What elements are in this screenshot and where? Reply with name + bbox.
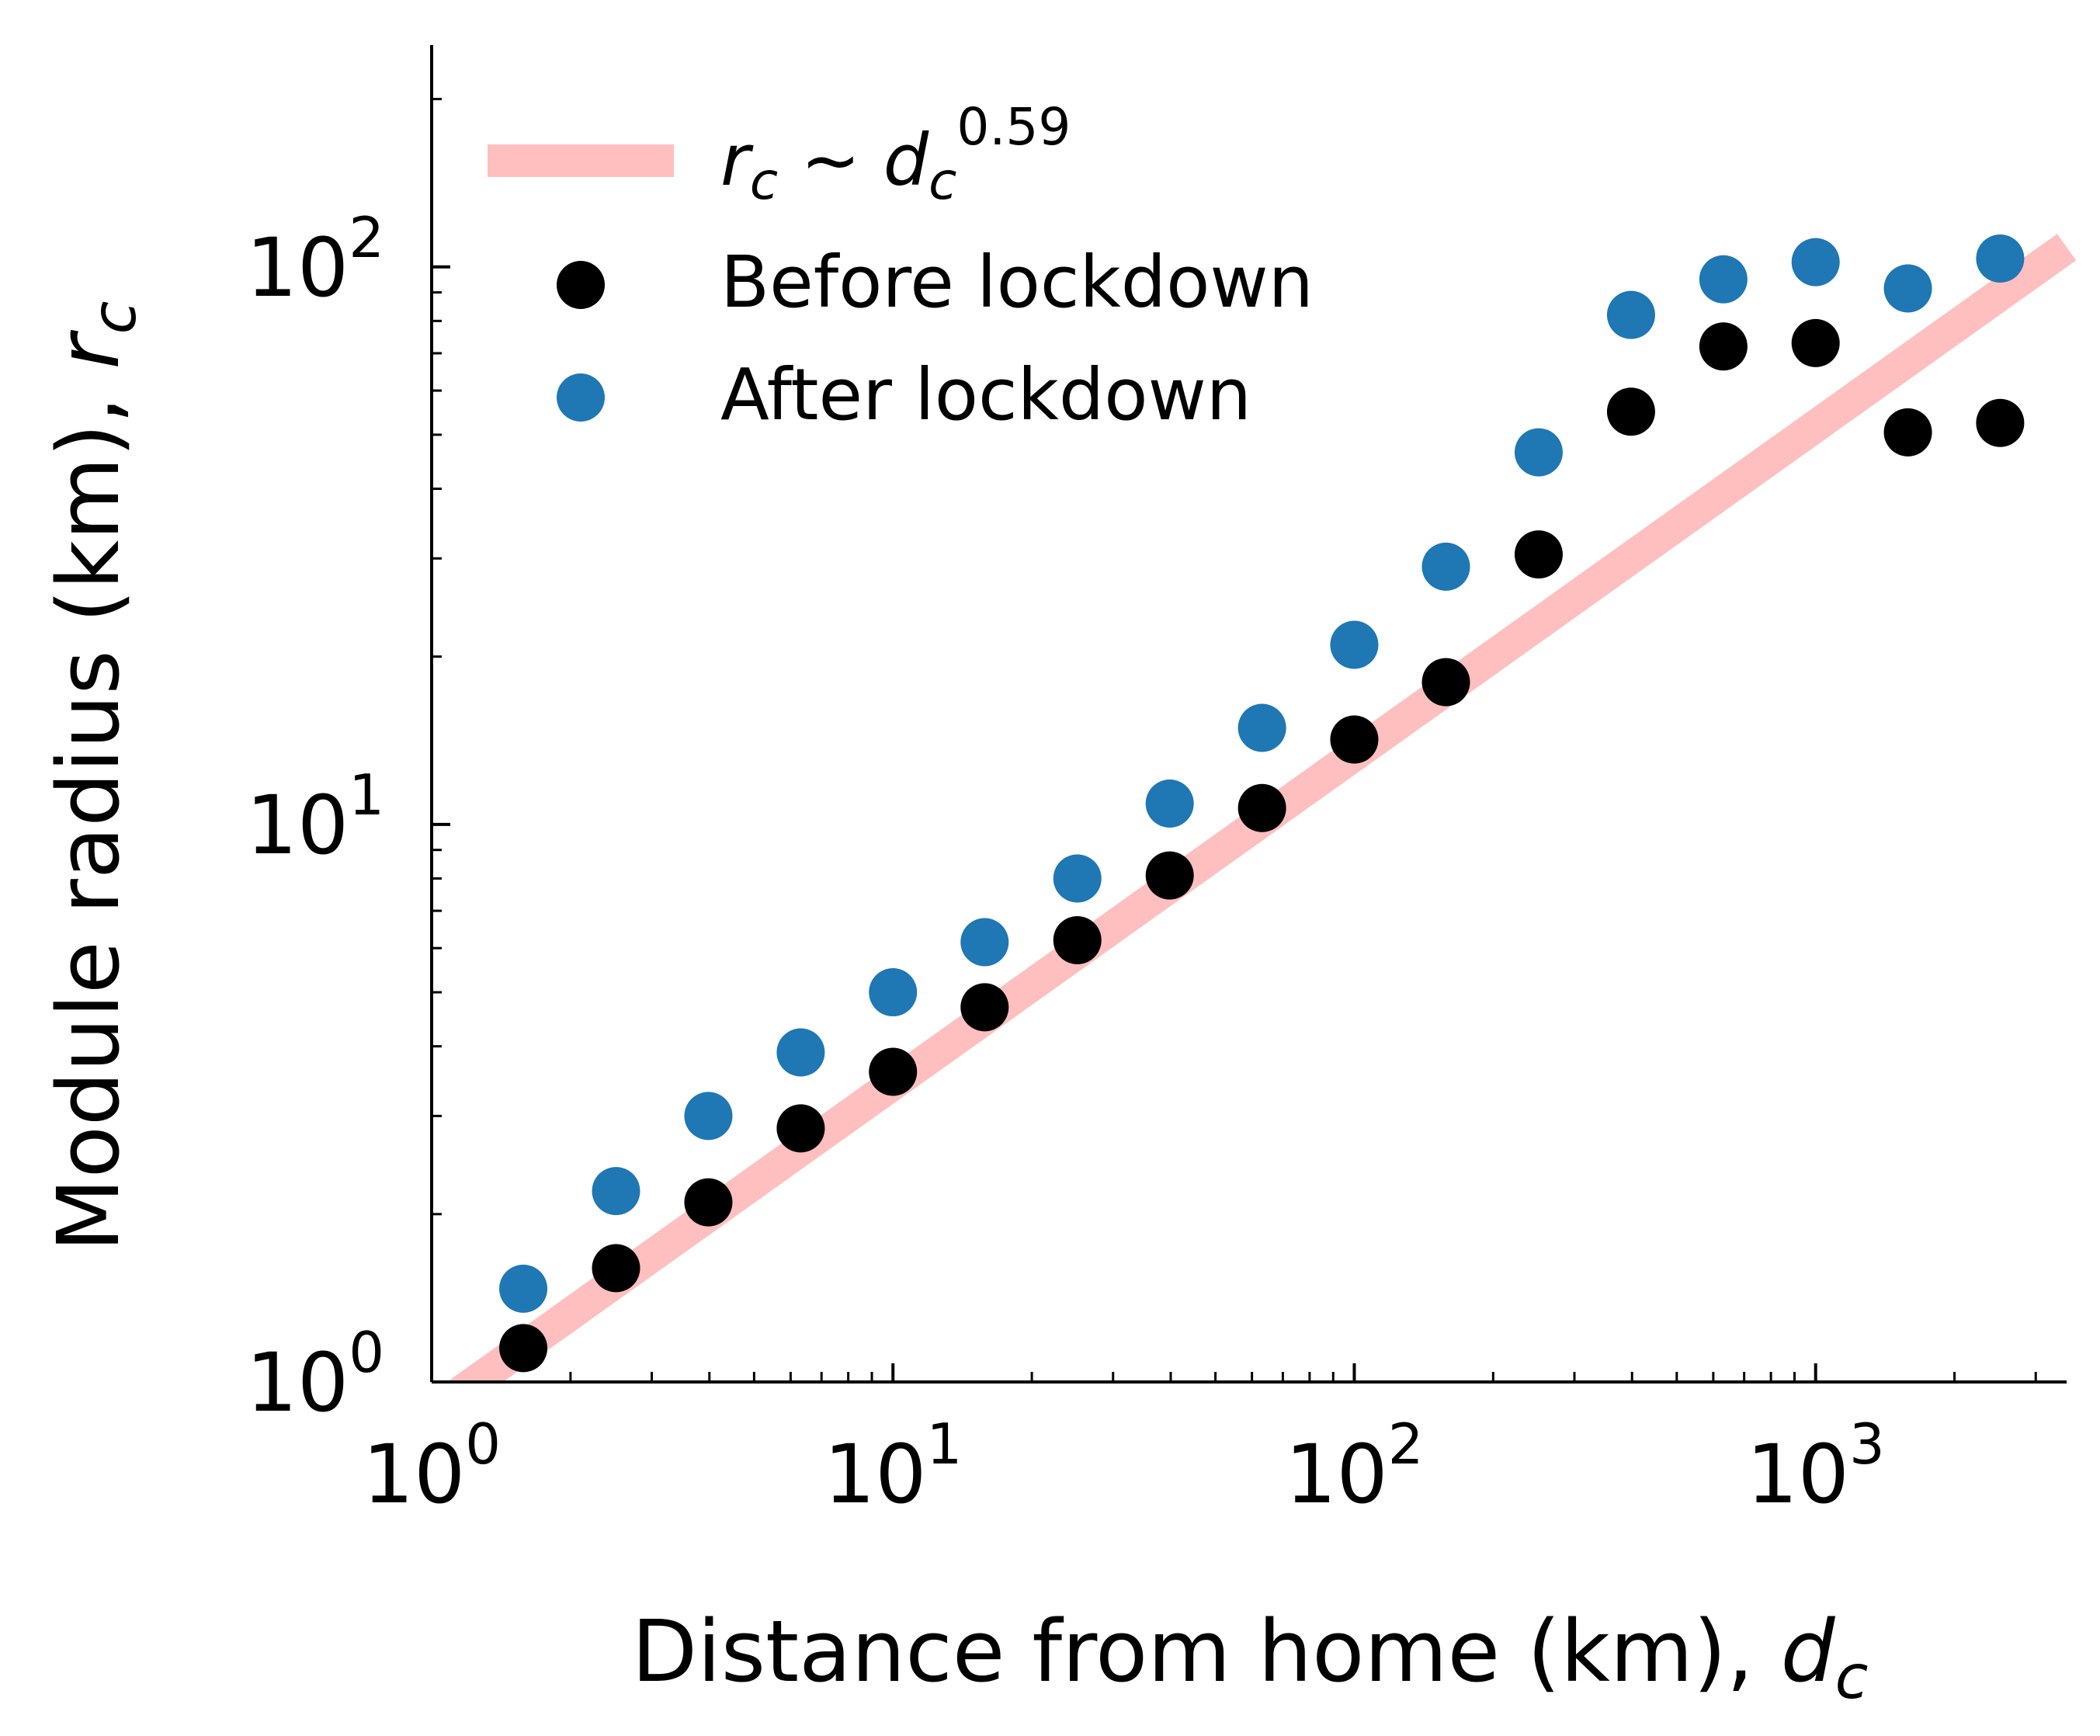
y-axis-label: Module radius (km), rc	[39, 301, 150, 1252]
scatter-points-layer	[499, 234, 2025, 1373]
y-tick-label-exponent: 2	[349, 205, 384, 270]
y-tick-label-base: 10	[246, 220, 349, 315]
data-point	[1791, 238, 1840, 286]
data-point	[1237, 703, 1286, 752]
data-point	[1883, 408, 1932, 457]
data-point	[1606, 290, 1655, 339]
x-tick-label-base: 10	[363, 1427, 465, 1522]
x-tick-label-base: 10	[824, 1427, 926, 1522]
x-axis-label-symbol: d	[1781, 1602, 1836, 1701]
data-point	[1699, 322, 1748, 371]
legend-fit-tilde: ~	[778, 119, 883, 202]
legend: rc ~ dc0.59 Before lockdown After lockdo…	[488, 97, 1314, 436]
legend-before-marker	[557, 261, 605, 309]
data-point	[960, 983, 1009, 1032]
x-tick-label: 101	[824, 1411, 962, 1522]
y-tick-label: 100	[246, 1320, 384, 1430]
x-tick-label-exponent: 0	[465, 1411, 501, 1477]
x-axis-label: Distance from home (km), dc	[631, 1602, 1868, 1713]
data-point	[1976, 234, 2025, 283]
data-point	[960, 918, 1009, 967]
legend-before-label: Before lockdown	[720, 241, 1314, 324]
data-point	[869, 1047, 918, 1096]
data-point	[592, 1167, 640, 1216]
series-after-lockdown	[499, 234, 2025, 1313]
fit-line	[446, 234, 2077, 1382]
data-point	[592, 1244, 640, 1293]
y-tick-label: 101	[246, 762, 384, 873]
data-point	[1330, 715, 1379, 764]
data-point	[1791, 318, 1840, 367]
data-point	[1421, 658, 1470, 707]
data-point	[1053, 854, 1102, 903]
legend-fit-line-label: rc ~ dc0.59	[720, 97, 1071, 211]
data-point	[1145, 851, 1194, 900]
data-point	[1421, 542, 1470, 591]
x-tick-label-exponent: 3	[1849, 1411, 1885, 1477]
x-tick-label: 102	[1285, 1411, 1423, 1522]
data-point	[499, 1264, 548, 1313]
fit-line-layer	[446, 234, 2077, 1382]
legend-fit-subscript-d: c	[929, 151, 956, 211]
y-tick-label-base: 10	[246, 1335, 349, 1430]
y-tick-label-base: 10	[246, 778, 349, 873]
axes	[430, 45, 2067, 1384]
x-tick-label-exponent: 2	[1388, 1411, 1424, 1477]
y-axis-label-subscript: c	[80, 301, 150, 335]
data-point	[499, 1324, 548, 1373]
data-point	[1237, 783, 1286, 832]
data-point	[1514, 530, 1563, 579]
data-point	[684, 1092, 733, 1141]
y-axis-label-text: Module radius (km),	[39, 370, 138, 1252]
x-tick-label: 100	[363, 1411, 501, 1522]
data-point	[776, 1028, 825, 1077]
data-point	[684, 1178, 733, 1227]
series-before-lockdown	[499, 318, 2025, 1373]
data-point	[1514, 428, 1563, 477]
legend-after-label: After lockdown	[720, 353, 1251, 436]
data-point	[776, 1104, 825, 1153]
data-point	[1883, 264, 1932, 313]
x-tick-label: 103	[1747, 1411, 1885, 1522]
y-tick-label-exponent: 1	[349, 762, 384, 828]
data-point	[1053, 915, 1102, 964]
data-point	[1606, 387, 1655, 436]
y-tick-label-exponent: 0	[349, 1320, 384, 1385]
legend-fit-subscript-r: c	[750, 151, 778, 211]
data-point	[1976, 398, 2025, 447]
data-point	[869, 968, 918, 1017]
x-axis-label-text: Distance from home (km),	[631, 1602, 1780, 1701]
x-axis-label-subscript: c	[1835, 1643, 1869, 1713]
legend-after-marker	[557, 373, 605, 422]
x-tick-label-exponent: 1	[926, 1411, 962, 1477]
legend-fit-symbol-r: r	[720, 119, 754, 202]
data-point	[1330, 620, 1379, 669]
x-tick-label-base: 10	[1285, 1427, 1387, 1522]
x-tick-label-base: 10	[1747, 1427, 1849, 1522]
data-point	[1699, 255, 1748, 304]
y-axis-label-symbol: r	[39, 330, 138, 370]
y-tick-label: 102	[246, 205, 384, 315]
legend-fit-symbol-d: d	[883, 119, 929, 202]
legend-fit-exponent: 0.59	[956, 97, 1071, 157]
data-point	[1145, 779, 1194, 828]
